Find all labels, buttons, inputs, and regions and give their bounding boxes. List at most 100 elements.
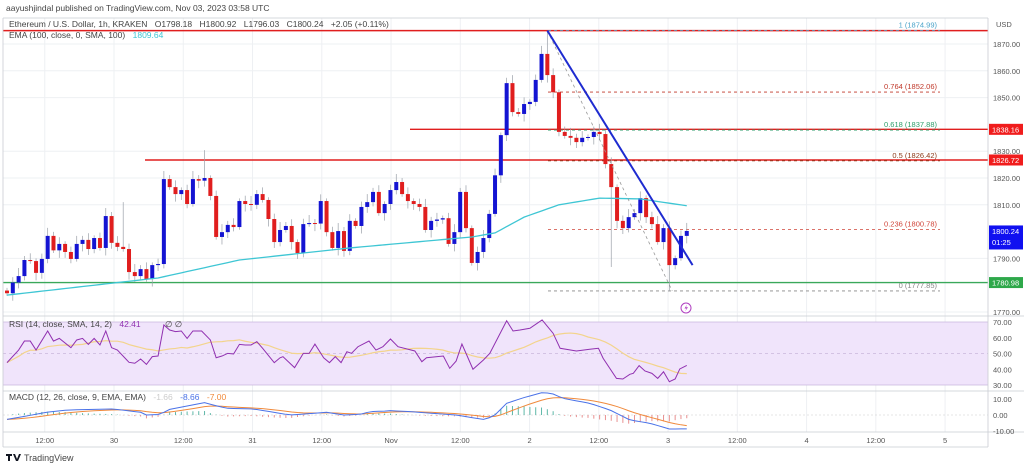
bull-candle [318, 201, 323, 224]
bear-candle [249, 203, 254, 205]
bear-candle [127, 249, 132, 273]
bear-candle [516, 112, 521, 114]
bear-candle [312, 223, 317, 225]
bearish-trendline[interactable] [546, 30, 694, 266]
bear-candle [469, 228, 474, 263]
tradingview-brand: TradingView [24, 453, 74, 463]
bear-candle [597, 131, 602, 135]
bear-candle [644, 198, 649, 218]
price-tag-label: 1826.72 [992, 156, 1019, 165]
bear-candle [214, 195, 219, 237]
price-tick: 1850.00 [993, 94, 1020, 103]
bear-candle [289, 225, 294, 243]
time-label: 12:00 [35, 436, 54, 445]
bull-candle [626, 217, 631, 229]
fib-retracement[interactable]: 1 (1874.99) 0.764 (1852.06) 0.618 (1837.88… [548, 21, 940, 292]
bull-candle [161, 179, 166, 265]
bull-candle [190, 179, 195, 204]
bear-candle [620, 220, 625, 229]
ema-legend[interactable]: EMA (100, close, 0, SMA, 100) 1809.64 [9, 30, 164, 40]
bear-candle [562, 131, 567, 136]
bear-candle [63, 243, 68, 252]
macd-legend-hist: -1.66 [153, 392, 173, 402]
macd-legend-signal: -7.00 [207, 392, 227, 402]
bull-candle [522, 104, 527, 114]
bull-candle [539, 53, 544, 80]
bull-candle [673, 258, 678, 266]
bear-candle [568, 135, 573, 138]
bear-candle [655, 224, 660, 243]
bear-candle [115, 242, 120, 247]
rsi-pane [3, 319, 988, 386]
bull-candle [278, 229, 283, 243]
bull-candle [388, 190, 393, 204]
tradingview-logo[interactable]: TradingView [6, 453, 74, 463]
bull-candle [382, 203, 387, 214]
fib-level-label: 0.618 (1837.88) [884, 120, 937, 129]
macd-legend-label: MACD (12, 26, close, 9, EMA, EMA) [9, 392, 146, 402]
bull-candle [586, 136, 590, 138]
bear-candle [324, 201, 329, 233]
tradingview-logo-icon [6, 454, 21, 461]
bull-candle [92, 238, 97, 250]
price-change: +2.05 (+0.11%) [331, 19, 389, 29]
bull-candle [440, 218, 445, 220]
time-label: 12:00 [589, 436, 608, 445]
ohlc-high: H1800.92 [200, 19, 237, 29]
bear-candle [231, 224, 236, 228]
bull-candle [179, 190, 184, 195]
rsi-tick: 40.00 [993, 365, 1012, 374]
time-label: Nov [384, 436, 398, 445]
bull-candle [533, 79, 538, 102]
bear-candle [463, 191, 468, 229]
bear-candle [551, 75, 556, 93]
bear-candle [609, 164, 614, 188]
bull-candle [638, 198, 643, 214]
horizontal-levels[interactable] [3, 29, 988, 284]
bull-candle [57, 243, 62, 251]
bear-candle [28, 260, 33, 262]
price-tag-label: 1838.16 [992, 125, 1019, 134]
bear-candle [603, 134, 608, 165]
lightning-icon[interactable] [680, 302, 692, 314]
price-tick: 1860.00 [993, 67, 1020, 76]
bear-candle [615, 187, 620, 221]
ohlc-close: C1800.24 [287, 19, 324, 29]
bull-candle [591, 131, 596, 137]
bear-candle [208, 178, 213, 196]
time-label: 30 [110, 436, 118, 445]
macd-legend[interactable]: MACD (12, 26, close, 9, EMA, EMA) -1.66 … [9, 392, 227, 402]
price-tag [989, 225, 1023, 250]
bear-candle [556, 92, 561, 132]
bear-candle [121, 246, 126, 250]
price-tag [989, 154, 1023, 166]
rsi-legend[interactable]: RSI (14, close, SMA, 14, 2) 42.41 ∅ ∅ [9, 319, 183, 329]
macd-tick: 10.00 [993, 395, 1012, 404]
macd-tick: 0.00 [993, 411, 1008, 420]
bear-candle [446, 218, 451, 244]
bull-candle [429, 220, 434, 230]
price-tag [989, 123, 1023, 135]
candles [5, 30, 689, 301]
bull-candle [301, 224, 306, 254]
bull-candle [527, 101, 532, 105]
bull-candle [336, 231, 341, 248]
bull-candle [202, 178, 207, 181]
time-label: 5 [943, 436, 947, 445]
bear-candle [132, 272, 137, 277]
bear-candle [266, 199, 271, 220]
price-tick: 1830.00 [993, 147, 1020, 156]
bear-candle [5, 290, 9, 294]
symbol-legend[interactable]: Ethereum / U.S. Dollar, 1h, KRAKEN O1798… [9, 19, 389, 29]
bull-candle [219, 232, 224, 237]
bear-candle [405, 194, 410, 202]
bear-candle [545, 53, 550, 76]
bear-candle [173, 187, 178, 195]
bear-candle [353, 220, 358, 226]
macd-pane [3, 392, 988, 430]
ohlc-open: O1798.18 [155, 19, 193, 29]
time-label: 4 [804, 436, 808, 445]
fib-diagonal[interactable] [546, 30, 673, 292]
bear-candle [667, 228, 672, 266]
